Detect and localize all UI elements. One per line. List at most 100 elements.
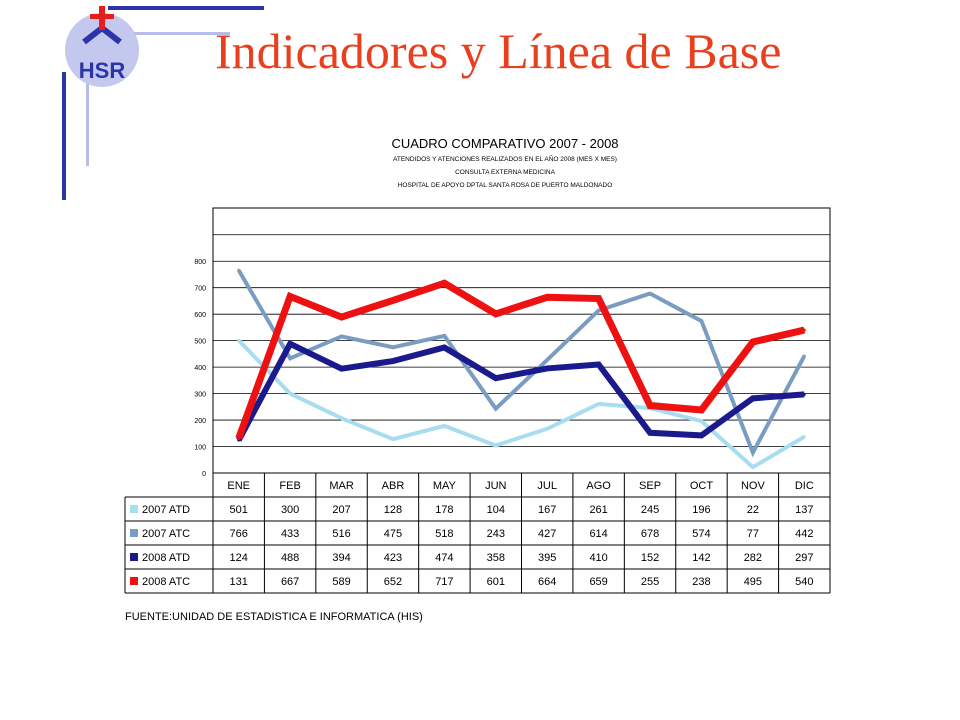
data-point-2008-atc	[751, 340, 755, 344]
legend-key	[130, 529, 138, 537]
legend-key	[130, 577, 138, 585]
data-point-2007-atc	[545, 358, 549, 362]
data-point-2007-atd	[340, 416, 344, 420]
table-cell-value: 574	[692, 528, 710, 540]
legend-label: 2008 ATD	[142, 552, 190, 564]
legend-label: 2007 ATD	[142, 504, 190, 516]
table-cell-value: 423	[384, 552, 402, 564]
table-cell-value: 137	[795, 504, 813, 516]
data-point-2007-atd	[545, 427, 549, 431]
data-point-2007-atc	[802, 354, 806, 358]
data-point-2008-atc	[442, 281, 446, 285]
table-cell-value: 178	[435, 504, 453, 516]
data-point-2008-atc	[699, 408, 703, 412]
data-point-2008-atc	[545, 295, 549, 299]
data-point-2007-atc	[288, 356, 292, 360]
data-point-2007-atc	[648, 292, 652, 296]
table-cell-value: 410	[589, 552, 607, 564]
category-label: ENE	[227, 480, 250, 492]
category-label: SEP	[639, 480, 661, 492]
table-cell-value: 245	[641, 504, 659, 516]
data-point-2008-atd	[288, 342, 292, 346]
data-point-2008-atc	[802, 328, 806, 332]
table-cell-value: 394	[332, 552, 350, 564]
category-label: AGO	[586, 480, 611, 492]
table-cell-value: 300	[281, 504, 299, 516]
data-point-2007-atc	[699, 319, 703, 323]
table-cell-value: 427	[538, 528, 556, 540]
table-cell-value: 614	[589, 528, 607, 540]
table-cell-value: 474	[435, 552, 453, 564]
y-tick-label: 100	[194, 445, 206, 452]
table-cell-value: 488	[281, 552, 299, 564]
data-point-2008-atc	[288, 294, 292, 298]
table-cell-value: 601	[487, 576, 505, 588]
category-label: OCT	[690, 480, 714, 492]
legend-label: 2008 ATC	[142, 576, 190, 588]
category-label: ABR	[382, 480, 405, 492]
chart-title: CUADRO COMPARATIVO 2007 - 2008	[391, 136, 619, 151]
table-cell-value: 282	[744, 552, 762, 564]
table-cell-value: 589	[332, 576, 350, 588]
deco-line-top-dark	[108, 6, 264, 10]
y-tick-label: 500	[194, 339, 206, 346]
data-point-2007-atc	[751, 451, 755, 455]
category-label: FEB	[279, 480, 300, 492]
series-line-2008-atc	[235, 279, 806, 440]
table-cell-value: 207	[332, 504, 350, 516]
data-point-2008-atc	[340, 315, 344, 319]
legend-key	[130, 553, 138, 561]
deco-line-top-light	[130, 32, 230, 35]
data-point-2007-atc	[494, 407, 498, 411]
y-tick-label: 700	[194, 286, 206, 293]
data-point-2007-atc	[597, 308, 601, 312]
table-cell-value: 261	[589, 504, 607, 516]
data-point-2008-atd	[802, 392, 806, 396]
y-tick-label: 200	[194, 418, 206, 425]
y-tick-label: 600	[194, 312, 206, 319]
category-label: JUL	[537, 480, 557, 492]
category-label: NOV	[741, 480, 766, 492]
data-point-2008-atc	[237, 436, 241, 440]
table-cell-value: 142	[692, 552, 710, 564]
data-point-2008-atd	[751, 396, 755, 400]
data-point-2008-atc	[597, 297, 601, 301]
data-point-2007-atc	[237, 268, 241, 272]
table-cell-value: 152	[641, 552, 659, 564]
table-cell-value: 358	[487, 552, 505, 564]
series-line-2007-atc	[236, 269, 807, 458]
table-cell-value: 243	[487, 528, 505, 540]
category-label: DIC	[795, 480, 814, 492]
legend-key	[130, 505, 138, 513]
table-cell-value: 22	[747, 504, 759, 516]
data-point-2007-atc	[340, 334, 344, 338]
table-cell-value: 77	[747, 528, 759, 540]
table-cell-value: 297	[795, 552, 813, 564]
category-label: JUN	[485, 480, 506, 492]
data-point-2007-atd	[391, 437, 395, 441]
data-point-2008-atd	[391, 359, 395, 363]
table-cell-value: 652	[384, 576, 402, 588]
data-point-2008-atd	[597, 362, 601, 366]
y-tick-label: 0	[202, 471, 206, 478]
y-tick-label: 800	[194, 259, 206, 266]
source-note: FUENTE:UNIDAD DE ESTADISTICA E INFORMATI…	[125, 611, 423, 623]
data-point-2008-atd	[545, 366, 549, 370]
table-cell-value: 659	[589, 576, 607, 588]
data-point-2007-atd	[751, 465, 755, 469]
chart-subtitle-3: HOSPITAL DE APOYO DPTAL SANTA ROSA DE PU…	[397, 182, 613, 189]
y-tick-label: 300	[194, 392, 206, 399]
data-point-2008-atc	[494, 312, 498, 316]
data-point-2008-atd	[648, 431, 652, 435]
table-cell-value: 124	[230, 552, 248, 564]
data-point-2008-atd	[699, 433, 703, 437]
data-point-2007-atd	[442, 424, 446, 428]
data-point-2007-atc	[442, 334, 446, 338]
data-point-2007-atd	[494, 443, 498, 447]
series-line-2008-atd	[236, 339, 805, 442]
slide-title: Indicadores y Línea de Base	[215, 23, 782, 79]
data-point-2007-atd	[802, 435, 806, 439]
data-point-2007-atd	[597, 402, 601, 406]
table-cell-value: 540	[795, 576, 813, 588]
